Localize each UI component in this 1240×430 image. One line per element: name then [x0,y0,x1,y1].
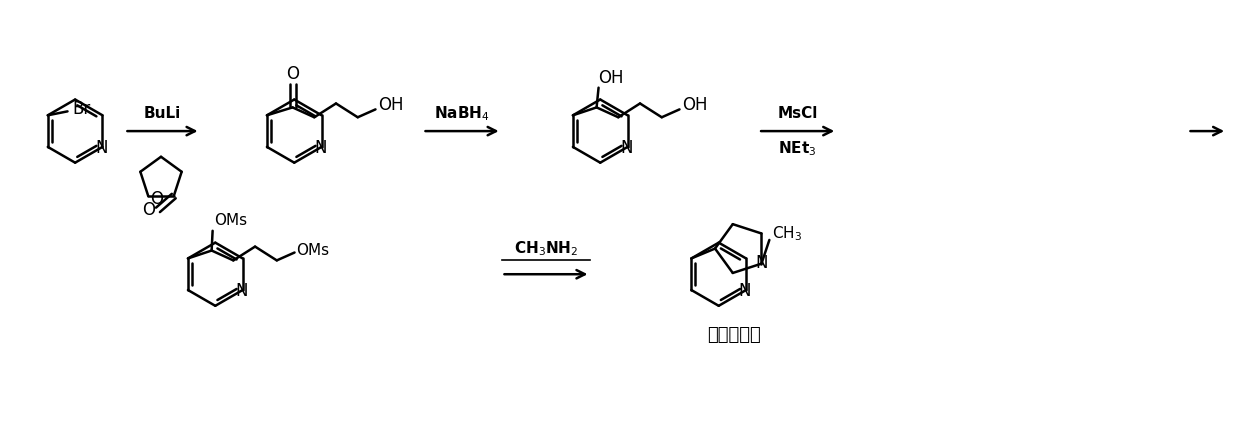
Text: NaBH$_4$: NaBH$_4$ [434,104,490,123]
Text: N: N [236,282,248,300]
Text: MsCl: MsCl [777,106,818,121]
Text: OMs: OMs [296,243,329,258]
Text: CH$_3$: CH$_3$ [773,225,802,243]
Text: OH: OH [598,69,624,87]
Text: O: O [286,65,299,83]
Text: N: N [755,254,768,272]
Text: NEt$_3$: NEt$_3$ [779,139,817,158]
Text: N: N [315,139,327,157]
Text: OMs: OMs [213,213,247,228]
Text: BuLi: BuLi [144,106,181,121]
Text: 消旋尼古丁: 消旋尼古丁 [707,326,760,344]
Text: N: N [95,139,108,157]
Text: O: O [143,201,155,219]
Text: CH$_3$NH$_2$: CH$_3$NH$_2$ [513,239,578,258]
Text: O: O [150,190,162,208]
Text: Br: Br [72,100,91,118]
Text: N: N [620,139,632,157]
Text: OH: OH [378,96,404,114]
Text: OH: OH [682,96,708,114]
Text: N: N [739,282,751,300]
